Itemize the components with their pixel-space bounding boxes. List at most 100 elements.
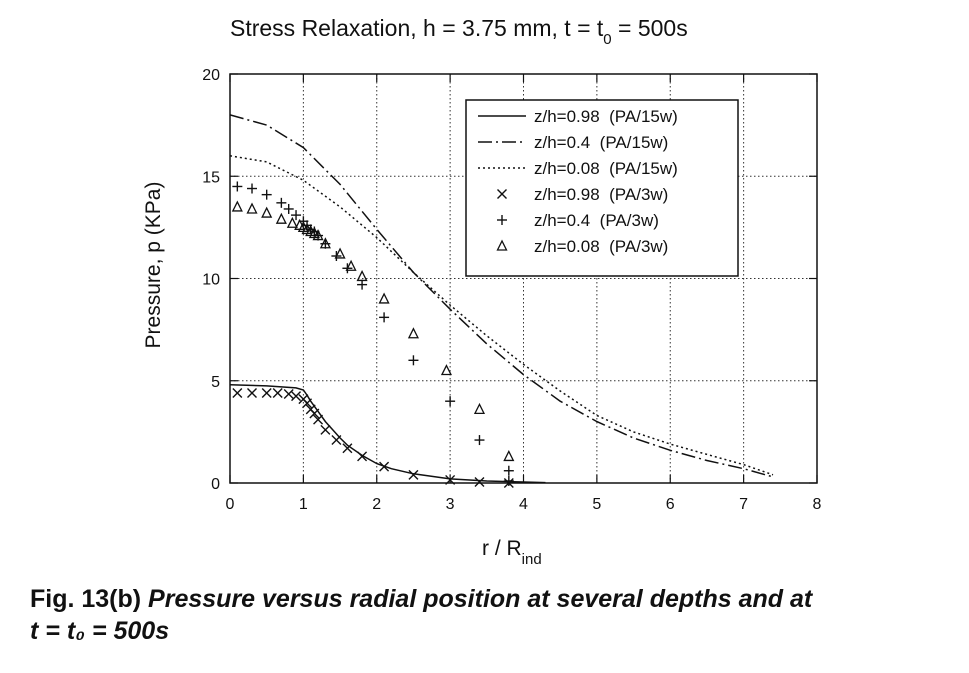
series-3-point-0-b (232, 388, 243, 399)
x-tick-label-2: 2 (372, 496, 381, 513)
series-5-point-0 (231, 200, 243, 212)
series-3-point-1-b (247, 388, 258, 399)
series-3-point-17 (445, 474, 456, 485)
series-4-point-0 (232, 181, 243, 192)
series-3-point-1 (247, 388, 258, 399)
series-3-point-15-b (379, 461, 390, 472)
series-3-point-13-b (342, 443, 353, 454)
x-tick-label-1: 1 (299, 496, 308, 513)
legend-label-3: z/h=0.98 (PA/3w) (534, 185, 668, 204)
x-tick-label-5: 5 (592, 496, 601, 513)
series-3-point-16-b (408, 469, 419, 480)
series-3-point-17-b (445, 474, 456, 485)
series-5-point-17 (440, 364, 453, 376)
legend-marker-3 (497, 189, 507, 199)
series-4-point-3 (276, 197, 287, 208)
series-3-point-16 (408, 469, 419, 480)
caption-line-1-text: Pressure versus radial position at sever… (141, 585, 813, 613)
series-3-point-4-b (283, 389, 294, 400)
series-5-point-11 (319, 237, 331, 249)
series-3-point-18 (474, 476, 485, 487)
series-5-point-14 (356, 270, 368, 282)
y-tick-label-3: 15 (202, 169, 220, 186)
series-3-point-0 (232, 388, 243, 399)
caption-line-1: Fig. 13(b) Pressure versus radial positi… (30, 583, 960, 615)
y-tick-label-4: 20 (202, 67, 220, 84)
legend-label-1: z/h=0.4 (PA/15w) (534, 133, 668, 152)
series-4-point-2 (261, 189, 272, 200)
series-5-point-18 (473, 402, 486, 415)
series-5-point-12 (334, 247, 346, 259)
axis-ticks: 0 1 2 3 4 5 6 7 8 0 5 10 15 20 (202, 67, 821, 513)
series-5-point-13 (345, 259, 357, 271)
chart-title-sub: 0 (603, 31, 611, 48)
series-3-point-12 (331, 435, 342, 446)
series-4-point-16 (408, 355, 419, 366)
x-axis-label: r / Rind (482, 537, 542, 568)
x-tick-label-6: 6 (666, 496, 675, 513)
series-line-2 (229, 155, 774, 476)
series-3-point-11-b (320, 424, 331, 435)
legend-label-0: z/h=0.98 (PA/15w) (534, 107, 678, 126)
x-tick-label-4: 4 (519, 496, 528, 513)
series-5-point-16 (407, 327, 419, 339)
x-tick-label-7: 7 (739, 496, 748, 513)
series-4-point-15 (379, 312, 390, 323)
series-4-point-19 (503, 465, 514, 476)
caption-line-2: t = t₀ = 500s (30, 617, 170, 645)
series-5-point-10 (312, 229, 324, 241)
series-3-point-12-b (331, 435, 342, 446)
x-axis-label-main: r / R (482, 537, 522, 560)
caption-figure-label: Fig. 13(b) (30, 585, 142, 613)
series-4-point-20 (503, 475, 514, 486)
series-3-point-14-b (357, 451, 368, 462)
series-line-0 (229, 384, 546, 484)
series-3-point-7 (302, 398, 313, 409)
chart-title-main: Stress Relaxation, h = 3.75 mm, t = t (230, 15, 604, 41)
series-3-point-18-b (474, 476, 485, 487)
legend-marker-5 (496, 239, 508, 251)
series-3-point-9-b (309, 408, 320, 419)
series-4-point-4 (283, 203, 294, 214)
y-tick-label-2: 10 (202, 272, 220, 289)
series-3-point-2-b (261, 388, 272, 399)
series-3-point-3 (272, 388, 283, 399)
series-3-point-9 (309, 408, 320, 419)
series-5-point-19 (503, 449, 515, 462)
legend-marker-4 (497, 215, 507, 225)
series-3-point-10-b (313, 414, 324, 425)
series-line-1 (229, 114, 774, 478)
series-3-point-15 (379, 461, 390, 472)
x-tick-label-0: 0 (226, 496, 235, 513)
series-3-point-5-b (291, 391, 302, 402)
x-tick-label-3: 3 (446, 496, 455, 513)
x-axis-label-sub: ind (522, 551, 542, 568)
series-4-point-17 (445, 396, 456, 407)
legend-label-4: z/h=0.4 (PA/3w) (534, 211, 659, 230)
series-3-point-5 (291, 391, 302, 402)
series-3-point-3-b (272, 388, 283, 399)
y-tick-label-0: 0 (211, 476, 220, 493)
chart-title-tail: = 500s (612, 15, 688, 41)
chart: Stress Relaxation, h = 3.75 mm, t = t0 =… (142, 15, 822, 568)
series-5-point-4 (286, 216, 298, 228)
legend-box (465, 99, 739, 277)
legend-marker-3-b (497, 189, 507, 199)
series-3-point-13 (342, 443, 353, 454)
series-5-point-2 (261, 206, 273, 218)
y-axis-label: Pressure, p (KPa) (142, 182, 165, 349)
y-tick-label-1: 5 (211, 374, 220, 391)
series-5-point-15 (378, 292, 390, 304)
legend-label-2: z/h=0.08 (PA/15w) (534, 159, 678, 178)
series-4-point-11 (320, 238, 331, 249)
legend-label-5: z/h=0.08 (PA/3w) (534, 237, 668, 256)
series-3-point-11 (320, 424, 331, 435)
series-4-point-18 (474, 435, 485, 446)
chart-title: Stress Relaxation, h = 3.75 mm, t = t0 =… (230, 15, 688, 48)
legend: z/h=0.98 (PA/15w) z/h=0.4 (PA/15w) z/h=0.0… (465, 99, 739, 277)
x-tick-label-8: 8 (813, 496, 822, 513)
series-4-point-1 (247, 183, 258, 194)
series-3-point-7-b (302, 398, 313, 409)
series-3-point-14 (357, 451, 368, 462)
series-4-point-5 (291, 210, 302, 221)
